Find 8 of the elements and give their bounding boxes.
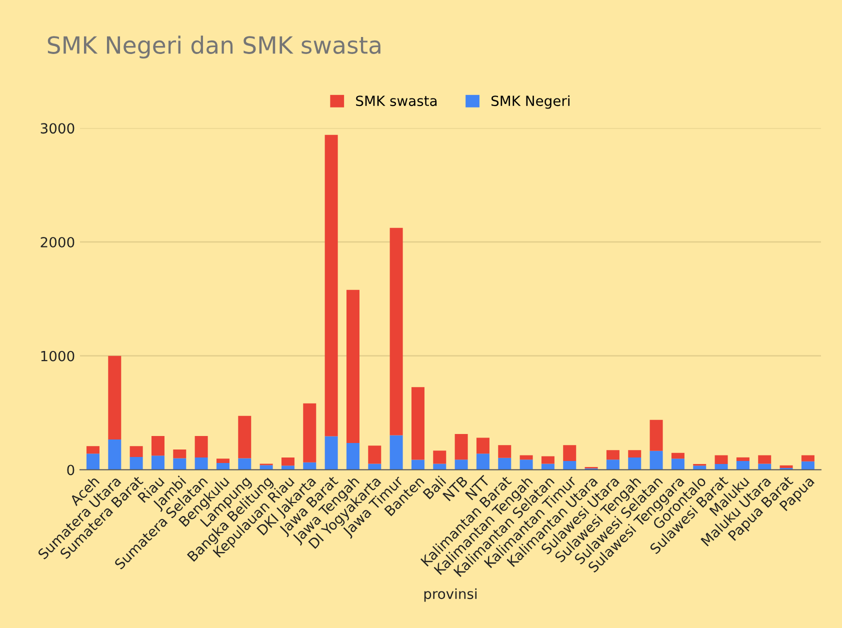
chart-title: SMK Negeri dan SMK swasta xyxy=(48,36,380,59)
legend-label: SMK Negeri xyxy=(491,95,570,109)
y-tick-label: 0 xyxy=(67,464,74,476)
legend-label: SMK swasta xyxy=(356,96,437,106)
y-tick-label: 2000 xyxy=(40,236,74,248)
x-axis-title: provinsi xyxy=(424,588,477,602)
y-tick-label: 3000 xyxy=(40,123,74,134)
y-tick-label: 1000 xyxy=(41,350,74,362)
